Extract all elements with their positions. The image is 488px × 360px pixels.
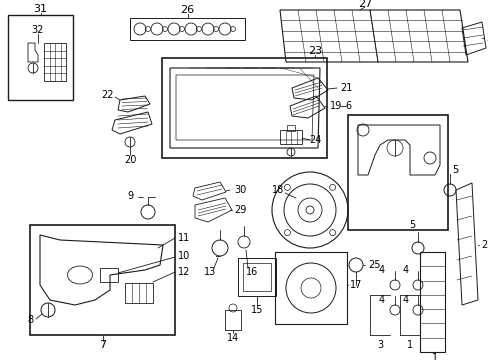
Text: 12: 12: [178, 267, 190, 277]
Text: 20: 20: [123, 155, 136, 165]
Bar: [130, 18, 244, 40]
Text: 19: 19: [329, 101, 342, 111]
Bar: [274, 252, 346, 324]
Text: 25: 25: [367, 260, 380, 270]
Bar: [347, 115, 447, 230]
Text: 7: 7: [99, 340, 106, 350]
Text: 17: 17: [349, 280, 362, 290]
Text: 4: 4: [378, 265, 384, 275]
Text: 1: 1: [406, 340, 412, 350]
Text: 4: 4: [402, 265, 408, 275]
Text: 4: 4: [378, 295, 384, 305]
Bar: [280, 130, 302, 144]
Text: 3: 3: [376, 340, 382, 350]
Bar: [44, 43, 66, 81]
Bar: [8, 15, 73, 100]
Text: 4: 4: [402, 295, 408, 305]
Text: 1: 1: [431, 353, 437, 360]
Text: 24: 24: [308, 135, 321, 145]
Bar: [286, 125, 294, 131]
Text: 9: 9: [127, 191, 133, 201]
Text: 26: 26: [180, 5, 194, 15]
Text: 15: 15: [250, 305, 263, 315]
Bar: [30, 225, 175, 335]
Text: 29: 29: [234, 205, 246, 215]
Text: 13: 13: [203, 267, 216, 277]
Text: 32: 32: [32, 25, 44, 35]
Text: 16: 16: [245, 267, 258, 277]
Bar: [243, 263, 270, 291]
Text: 5: 5: [451, 165, 457, 175]
Text: 14: 14: [226, 333, 239, 343]
Text: 10: 10: [178, 251, 190, 261]
Bar: [125, 283, 153, 303]
Bar: [238, 258, 275, 296]
Bar: [162, 58, 326, 158]
Text: 28: 28: [485, 33, 488, 43]
Text: 30: 30: [234, 185, 246, 195]
Text: 5: 5: [408, 220, 414, 230]
Bar: [419, 252, 444, 352]
Text: 27: 27: [357, 0, 371, 9]
Bar: [100, 268, 118, 282]
Text: 2: 2: [480, 240, 486, 250]
Text: 22: 22: [102, 90, 114, 100]
Bar: [224, 310, 241, 330]
Text: 6: 6: [344, 101, 350, 111]
Text: 23: 23: [307, 46, 322, 56]
Text: 18: 18: [271, 185, 284, 195]
Text: 21: 21: [339, 83, 352, 93]
Text: 8: 8: [27, 315, 33, 325]
Text: 31: 31: [34, 4, 47, 14]
Text: 11: 11: [178, 233, 190, 243]
